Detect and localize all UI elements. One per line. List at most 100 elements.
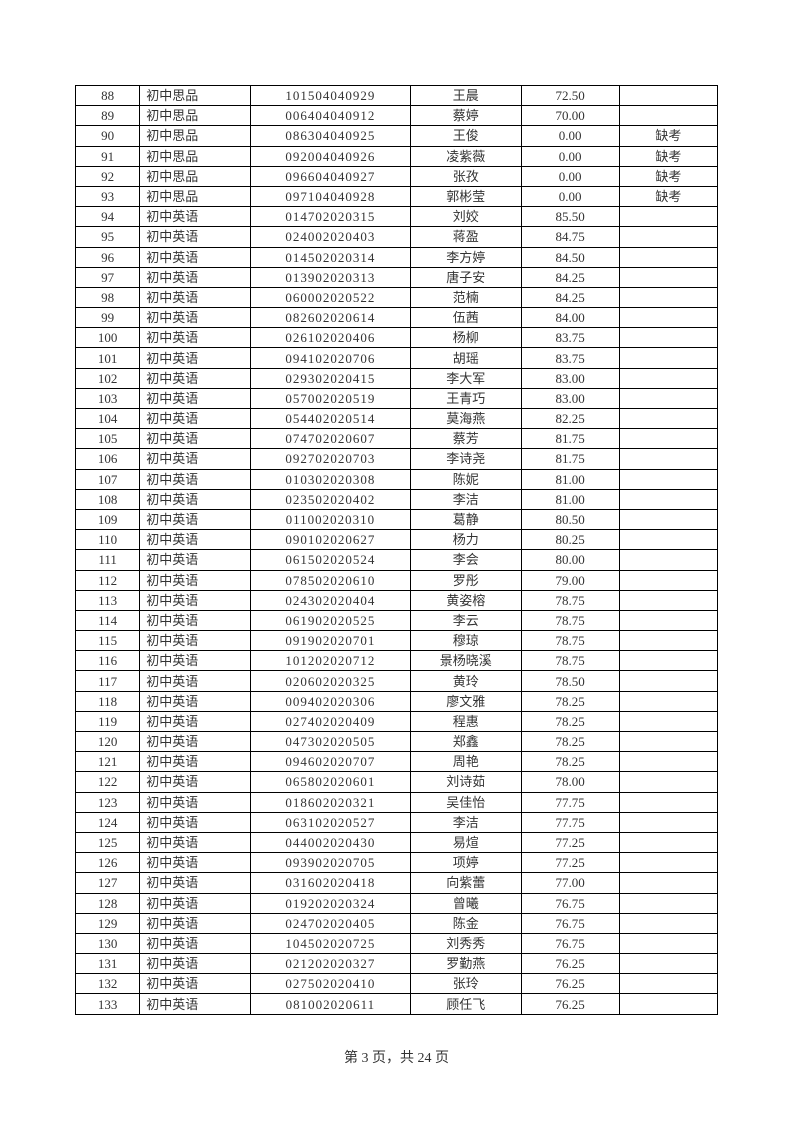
table-row: 94初中英语014702020315刘姣85.50 bbox=[76, 207, 718, 227]
cell-name: 李云 bbox=[411, 610, 521, 630]
cell-score: 77.00 bbox=[521, 873, 619, 893]
table-row: 103初中英语057002020519王青巧83.00 bbox=[76, 388, 718, 408]
table-row: 117初中英语020602020325黄玲78.50 bbox=[76, 671, 718, 691]
cell-idx: 121 bbox=[76, 752, 140, 772]
cell-id: 097104040928 bbox=[250, 186, 410, 206]
cell-score: 78.25 bbox=[521, 732, 619, 752]
table-row: 119初中英语027402020409程惠78.25 bbox=[76, 711, 718, 731]
cell-subj: 初中英语 bbox=[140, 409, 250, 429]
cell-name: 蔡婷 bbox=[411, 106, 521, 126]
cell-name: 张玲 bbox=[411, 974, 521, 994]
table-row: 89初中思品006404040912蔡婷70.00 bbox=[76, 106, 718, 126]
cell-note: 缺考 bbox=[619, 126, 717, 146]
cell-name: 曾曦 bbox=[411, 893, 521, 913]
cell-subj: 初中英语 bbox=[140, 227, 250, 247]
cell-score: 76.75 bbox=[521, 893, 619, 913]
cell-id: 063102020527 bbox=[250, 812, 410, 832]
cell-note bbox=[619, 651, 717, 671]
cell-subj: 初中英语 bbox=[140, 772, 250, 792]
cell-id: 044002020430 bbox=[250, 832, 410, 852]
cell-score: 0.00 bbox=[521, 126, 619, 146]
cell-note bbox=[619, 913, 717, 933]
cell-note bbox=[619, 409, 717, 429]
cell-idx: 127 bbox=[76, 873, 140, 893]
table-row: 130初中英语104502020725刘秀秀76.75 bbox=[76, 933, 718, 953]
cell-id: 094102020706 bbox=[250, 348, 410, 368]
cell-name: 李会 bbox=[411, 550, 521, 570]
table-row: 132初中英语027502020410张玲76.25 bbox=[76, 974, 718, 994]
cell-idx: 96 bbox=[76, 247, 140, 267]
cell-idx: 107 bbox=[76, 469, 140, 489]
cell-note bbox=[619, 590, 717, 610]
cell-id: 104502020725 bbox=[250, 933, 410, 953]
cell-note bbox=[619, 570, 717, 590]
cell-score: 80.25 bbox=[521, 530, 619, 550]
cell-subj: 初中英语 bbox=[140, 449, 250, 469]
cell-subj: 初中英语 bbox=[140, 631, 250, 651]
cell-score: 78.75 bbox=[521, 610, 619, 630]
cell-subj: 初中英语 bbox=[140, 691, 250, 711]
cell-score: 0.00 bbox=[521, 186, 619, 206]
table-row: 114初中英语061902020525李云78.75 bbox=[76, 610, 718, 630]
cell-idx: 100 bbox=[76, 328, 140, 348]
cell-score: 76.25 bbox=[521, 974, 619, 994]
cell-idx: 106 bbox=[76, 449, 140, 469]
cell-id: 026102020406 bbox=[250, 328, 410, 348]
cell-idx: 130 bbox=[76, 933, 140, 953]
table-row: 111初中英语061502020524李会80.00 bbox=[76, 550, 718, 570]
cell-subj: 初中英语 bbox=[140, 207, 250, 227]
cell-note bbox=[619, 610, 717, 630]
cell-name: 唐子安 bbox=[411, 267, 521, 287]
cell-idx: 111 bbox=[76, 550, 140, 570]
cell-subj: 初中英语 bbox=[140, 429, 250, 449]
cell-note bbox=[619, 287, 717, 307]
cell-idx: 95 bbox=[76, 227, 140, 247]
cell-note bbox=[619, 671, 717, 691]
cell-id: 024002020403 bbox=[250, 227, 410, 247]
cell-name: 张孜 bbox=[411, 166, 521, 186]
cell-score: 79.00 bbox=[521, 570, 619, 590]
cell-id: 019202020324 bbox=[250, 893, 410, 913]
cell-idx: 132 bbox=[76, 974, 140, 994]
cell-idx: 117 bbox=[76, 671, 140, 691]
cell-score: 84.25 bbox=[521, 267, 619, 287]
cell-name: 程惠 bbox=[411, 711, 521, 731]
cell-name: 李洁 bbox=[411, 489, 521, 509]
table-row: 90初中思品086304040925王俊0.00缺考 bbox=[76, 126, 718, 146]
cell-note bbox=[619, 227, 717, 247]
cell-score: 82.25 bbox=[521, 409, 619, 429]
cell-idx: 94 bbox=[76, 207, 140, 227]
table-row: 105初中英语074702020607蔡芳81.75 bbox=[76, 429, 718, 449]
cell-subj: 初中英语 bbox=[140, 328, 250, 348]
cell-note bbox=[619, 368, 717, 388]
cell-idx: 88 bbox=[76, 86, 140, 106]
cell-subj: 初中英语 bbox=[140, 388, 250, 408]
cell-idx: 92 bbox=[76, 166, 140, 186]
cell-note bbox=[619, 994, 717, 1014]
cell-note bbox=[619, 429, 717, 449]
cell-note bbox=[619, 388, 717, 408]
cell-idx: 99 bbox=[76, 308, 140, 328]
cell-name: 蒋盈 bbox=[411, 227, 521, 247]
cell-note bbox=[619, 954, 717, 974]
cell-name: 黄姿榕 bbox=[411, 590, 521, 610]
cell-id: 024702020405 bbox=[250, 913, 410, 933]
cell-name: 黄玲 bbox=[411, 671, 521, 691]
cell-note bbox=[619, 348, 717, 368]
cell-note bbox=[619, 772, 717, 792]
table-row: 118初中英语009402020306廖文雅78.25 bbox=[76, 691, 718, 711]
cell-subj: 初中英语 bbox=[140, 651, 250, 671]
table-row: 131初中英语021202020327罗勤燕76.25 bbox=[76, 954, 718, 974]
cell-score: 78.75 bbox=[521, 651, 619, 671]
cell-score: 72.50 bbox=[521, 86, 619, 106]
cell-id: 078502020610 bbox=[250, 570, 410, 590]
cell-score: 76.75 bbox=[521, 933, 619, 953]
cell-id: 094602020707 bbox=[250, 752, 410, 772]
cell-id: 074702020607 bbox=[250, 429, 410, 449]
cell-id: 057002020519 bbox=[250, 388, 410, 408]
cell-id: 021202020327 bbox=[250, 954, 410, 974]
cell-id: 047302020505 bbox=[250, 732, 410, 752]
cell-subj: 初中英语 bbox=[140, 348, 250, 368]
table-row: 110初中英语090102020627杨力80.25 bbox=[76, 530, 718, 550]
cell-score: 78.75 bbox=[521, 590, 619, 610]
